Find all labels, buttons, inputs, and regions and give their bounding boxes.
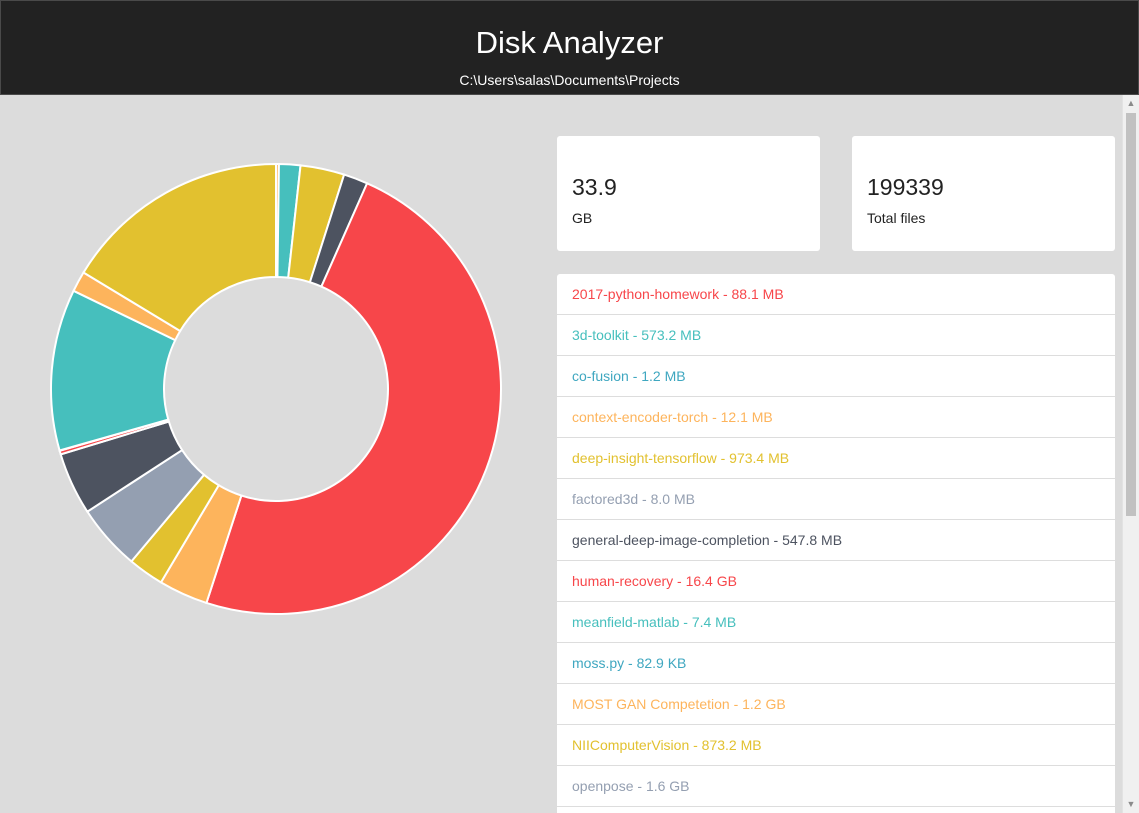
total-files-label: Total files <box>867 210 926 226</box>
folder-item[interactable]: context-encoder-torch - 12.1 MB <box>557 397 1115 438</box>
folder-item[interactable]: co-fusion - 1.2 MB <box>557 356 1115 397</box>
total-files-card: 199339 Total files <box>852 136 1115 251</box>
scroll-down-arrow-icon[interactable]: ▼ <box>1126 799 1136 809</box>
app-header: Disk Analyzer C:\Users\salas\Documents\P… <box>0 0 1139 95</box>
chart-segment-13[interactable] <box>82 162 277 333</box>
folder-item[interactable]: NIIComputerVision - 873.2 MB <box>557 725 1115 766</box>
app-title: Disk Analyzer <box>475 25 664 60</box>
folder-item[interactable]: human-recovery - 16.4 GB <box>557 561 1115 602</box>
current-path: C:\Users\salas\Documents\Projects <box>459 72 680 88</box>
folder-item[interactable]: MOST GAN Competetion - 1.2 GB <box>557 684 1115 725</box>
folder-item[interactable]: meanfield-matlab - 7.4 MB <box>557 602 1115 643</box>
folder-item[interactable] <box>557 807 1115 813</box>
folder-item[interactable]: factored3d - 8.0 MB <box>557 479 1115 520</box>
folder-item[interactable]: 2017-python-homework - 88.1 MB <box>557 274 1115 315</box>
chart-segment-4[interactable] <box>205 181 502 615</box>
total-size-unit: GB <box>572 210 593 226</box>
folder-item[interactable]: general-deep-image-completion - 547.8 MB <box>557 520 1115 561</box>
folder-item[interactable]: moss.py - 82.9 KB <box>557 643 1115 684</box>
page-scrollbar[interactable]: ▲ ▼ <box>1122 95 1139 813</box>
scrollbar-thumb[interactable] <box>1126 113 1136 516</box>
disk-usage-doughnut-chart[interactable] <box>45 158 507 620</box>
total-files-value: 199339 <box>867 174 944 200</box>
folder-list[interactable]: 2017-python-homework - 88.1 MB 3d-toolki… <box>557 274 1115 813</box>
folder-item[interactable]: 3d-toolkit - 573.2 MB <box>557 315 1115 356</box>
total-size-value: 33.9 <box>572 174 617 200</box>
folder-item[interactable]: openpose - 1.6 GB <box>557 766 1115 807</box>
folder-item[interactable]: deep-insight-tensorflow - 973.4 MB <box>557 438 1115 479</box>
total-size-card: 33.9 GB <box>557 136 820 251</box>
doughnut-chart-svg[interactable] <box>45 158 507 620</box>
scroll-up-arrow-icon[interactable]: ▲ <box>1126 98 1136 108</box>
